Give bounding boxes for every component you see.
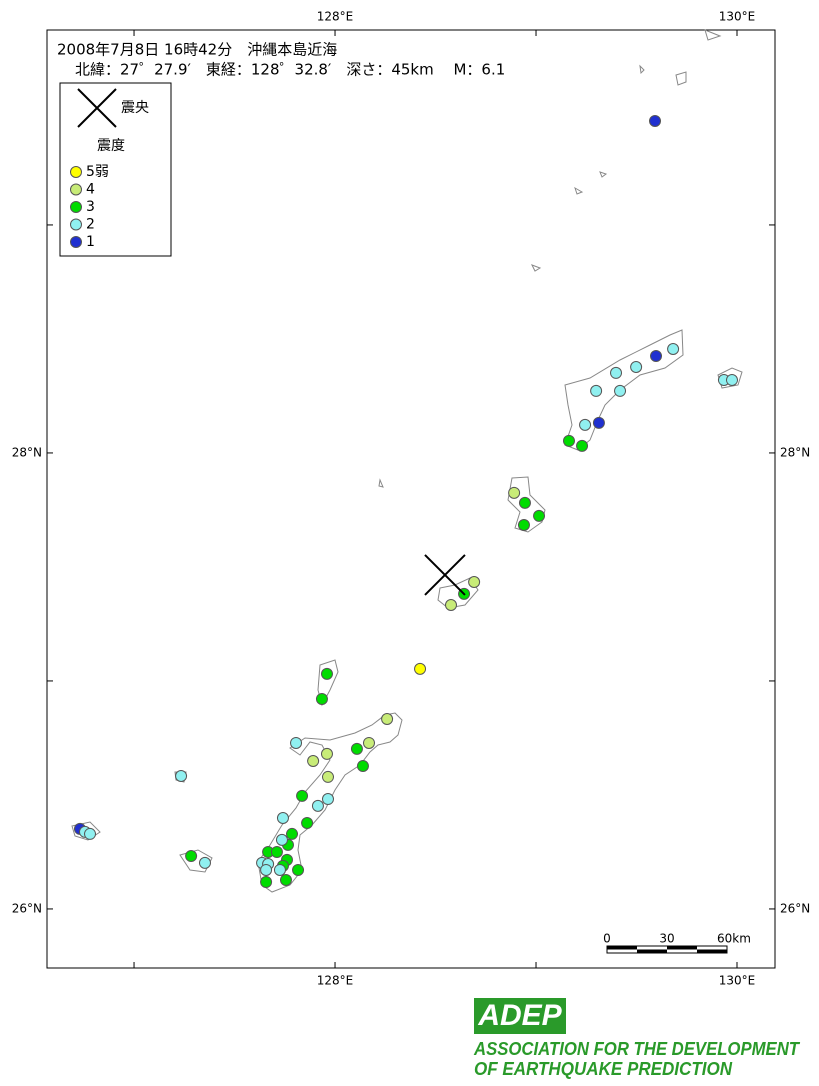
station bbox=[590, 384, 603, 397]
station bbox=[725, 373, 738, 386]
station bbox=[562, 434, 575, 447]
legend-swatch bbox=[70, 201, 82, 213]
station bbox=[198, 856, 211, 869]
station bbox=[592, 416, 605, 429]
station bbox=[311, 799, 324, 812]
legend-swatch bbox=[70, 166, 82, 178]
legend-label: 2 bbox=[86, 217, 95, 233]
epicenter bbox=[424, 554, 466, 596]
station bbox=[650, 350, 663, 363]
logo-name: ADEP bbox=[477, 999, 562, 1032]
station bbox=[321, 793, 334, 806]
legend-label: 4 bbox=[86, 182, 95, 198]
legend-swatch bbox=[70, 236, 82, 248]
scale-bar-seg bbox=[697, 949, 727, 953]
y-tick-label: 26°N bbox=[12, 901, 42, 915]
station bbox=[533, 509, 546, 522]
station bbox=[667, 342, 680, 355]
station bbox=[517, 518, 530, 531]
y-tick-label: 28°N bbox=[780, 445, 810, 459]
station bbox=[292, 863, 305, 876]
station bbox=[273, 863, 286, 876]
station bbox=[649, 114, 662, 127]
logo-line: ASSOCIATION FOR THE DEVELOPMENT bbox=[473, 1039, 801, 1059]
legend-swatch bbox=[70, 218, 82, 231]
station bbox=[185, 850, 198, 863]
station bbox=[508, 486, 521, 499]
station bbox=[290, 736, 303, 749]
station bbox=[381, 713, 394, 726]
station bbox=[301, 816, 314, 829]
station bbox=[286, 827, 299, 840]
scale-label: 0 bbox=[603, 932, 611, 946]
station bbox=[630, 360, 643, 373]
logo: ADEP ASSOCIATION FOR THE DEVELOPMENT OF … bbox=[473, 998, 801, 1079]
station bbox=[350, 742, 363, 755]
map-title: 2008年7月8日 16時42分 沖縄本島近海 bbox=[57, 41, 337, 59]
x-tick-label: 130°E bbox=[719, 974, 756, 988]
station bbox=[444, 599, 457, 612]
station bbox=[296, 789, 309, 802]
logo-line: OF EARTHQUAKE PREDICTION bbox=[474, 1059, 733, 1079]
station bbox=[362, 736, 375, 749]
map-subtitle: 北緯：27゜27.9′ 東経：128゜32.8′ 深さ：45km M：6.1 bbox=[75, 61, 505, 79]
station bbox=[307, 754, 320, 767]
station bbox=[270, 845, 283, 858]
scale-bar-seg bbox=[667, 946, 697, 950]
legend-title: 震度 bbox=[97, 138, 125, 154]
legend-label: 1 bbox=[86, 234, 95, 250]
station bbox=[320, 667, 333, 680]
station bbox=[320, 747, 333, 760]
legend-swatch bbox=[70, 183, 82, 196]
scale-label: 30 bbox=[659, 932, 674, 946]
station bbox=[614, 384, 627, 397]
station bbox=[468, 575, 481, 588]
station bbox=[260, 876, 273, 889]
station bbox=[260, 863, 273, 876]
legend-label: 3 bbox=[86, 199, 95, 215]
legend-epicenter-label: 震央 bbox=[121, 100, 149, 116]
x-tick-label: 128°E bbox=[317, 974, 354, 988]
station bbox=[315, 692, 328, 705]
station bbox=[175, 770, 188, 783]
x-tick-label: 130°E bbox=[719, 10, 756, 24]
station bbox=[579, 418, 592, 431]
station bbox=[279, 873, 292, 886]
x-tick-label: 128°E bbox=[317, 10, 354, 24]
station bbox=[576, 439, 589, 452]
scale-bar-seg bbox=[637, 949, 667, 953]
scale-bar: 0 30 60km bbox=[603, 932, 751, 954]
legend-epicenter-symbol bbox=[77, 88, 117, 128]
station bbox=[356, 759, 369, 772]
station bbox=[518, 496, 531, 509]
station bbox=[276, 811, 289, 824]
legend-label: 5弱 bbox=[86, 164, 109, 180]
station bbox=[321, 770, 334, 783]
y-tick-label: 26°N bbox=[780, 901, 810, 915]
scale-label: 60km bbox=[717, 932, 751, 946]
station bbox=[414, 662, 427, 675]
y-tick-label: 28°N bbox=[12, 445, 42, 459]
scale-bar-seg bbox=[607, 946, 637, 950]
logo-box bbox=[474, 998, 566, 1034]
station bbox=[84, 827, 97, 840]
station bbox=[610, 366, 623, 379]
station bbox=[275, 833, 288, 846]
